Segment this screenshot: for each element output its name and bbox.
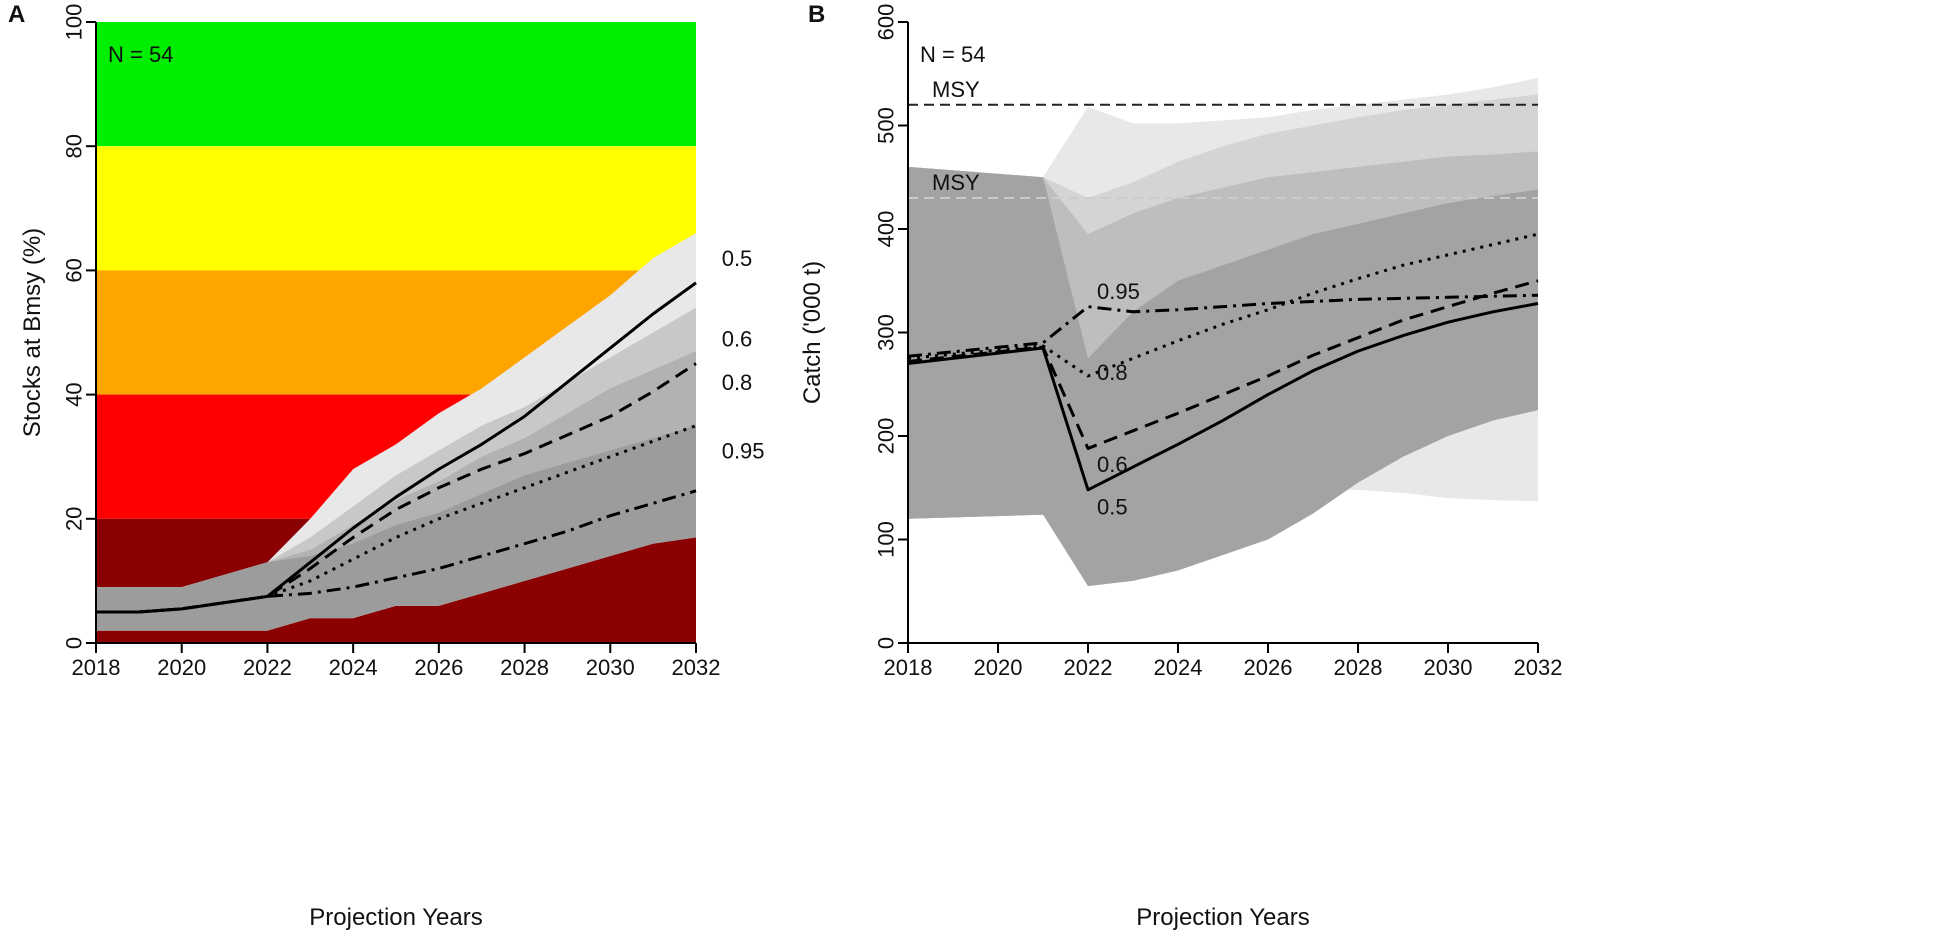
y-tick-label: 20 <box>62 507 87 531</box>
x-tick-label: 2018 <box>884 655 933 680</box>
series-label-0.6: 0.6 <box>1097 452 1128 477</box>
x-axis-title: Projection Years <box>309 904 482 931</box>
y-tick-label: 60 <box>62 258 87 282</box>
ribbon-3 <box>908 166 1538 587</box>
y-tick-label: 600 <box>874 4 899 41</box>
panel-b: MSY MSY 0.95 0.8 0.6 0.5 2018 2020 2022 2024 2026 2… <box>799 1 1562 931</box>
series-line-0.6 <box>907 279 1539 450</box>
x-tick-label: 2028 <box>500 655 549 680</box>
series-label-0.95: 0.95 <box>1097 279 1140 304</box>
sample-size-annotation: N = 54 <box>920 42 985 67</box>
x-tick-label: 2026 <box>1244 655 1293 680</box>
y-tick-label: 500 <box>874 107 899 144</box>
x-tick-label: 2032 <box>672 655 721 680</box>
x-axis-title: Projection Years <box>1136 904 1309 931</box>
x-tick-label: 2030 <box>1424 655 1473 680</box>
x-tick-label: 2020 <box>974 655 1023 680</box>
series-line-0.95 <box>907 293 1539 358</box>
sample-size-annotation: N = 54 <box>108 42 173 67</box>
y-tick-label: 300 <box>874 314 899 351</box>
series-label-0.8: 0.8 <box>1097 360 1128 385</box>
y-tick-label: 200 <box>874 418 899 455</box>
series-label-0.5: 0.5 <box>1097 494 1128 519</box>
y-axis-title: Catch ('000 t) <box>799 261 826 404</box>
x-tick-label: 2022 <box>243 655 292 680</box>
reference-label-0: MSY <box>932 77 980 102</box>
panel-letter: B <box>808 1 825 28</box>
series-line-0.95 <box>96 489 697 614</box>
series-line-0.8 <box>907 232 1539 378</box>
x-tick-label: 2024 <box>1154 655 1203 680</box>
series-label-0.8: 0.8 <box>722 370 753 395</box>
reference-label-1: MSY <box>932 170 980 195</box>
x-tick-label: 2020 <box>157 655 206 680</box>
x-tick-label: 2018 <box>72 655 121 680</box>
y-tick-label: 0 <box>62 637 87 649</box>
x-tick-label: 2026 <box>414 655 463 680</box>
status-band-1 <box>96 146 696 271</box>
x-tick-label: 2030 <box>586 655 635 680</box>
x-tick-label: 2028 <box>1334 655 1383 680</box>
y-tick-label: 80 <box>62 134 87 158</box>
y-tick-label: 40 <box>62 382 87 406</box>
y-axis-title: Stocks at Bmsy (%) <box>19 228 46 437</box>
series-label-0.6: 0.6 <box>722 327 753 352</box>
y-tick-label: 0 <box>874 637 899 649</box>
series-label-0.5: 0.5 <box>722 246 753 271</box>
series-label-0.95: 0.95 <box>722 438 765 463</box>
y-tick-label: 400 <box>874 211 899 248</box>
x-tick-label: 2032 <box>1514 655 1563 680</box>
y-tick-label: 100 <box>874 521 899 558</box>
y-tick-label: 100 <box>62 4 87 41</box>
status-band-0 <box>96 22 696 147</box>
series-line-0.5 <box>907 302 1539 492</box>
panel-a: 0.5 0.6 0.8 0.95 2018 2020 2022 2024 2026 2028 203… <box>8 1 765 931</box>
panel-letter: A <box>8 1 25 28</box>
ribbon-3 <box>96 425 696 631</box>
x-tick-label: 2024 <box>329 655 378 680</box>
x-tick-label: 2022 <box>1064 655 1113 680</box>
